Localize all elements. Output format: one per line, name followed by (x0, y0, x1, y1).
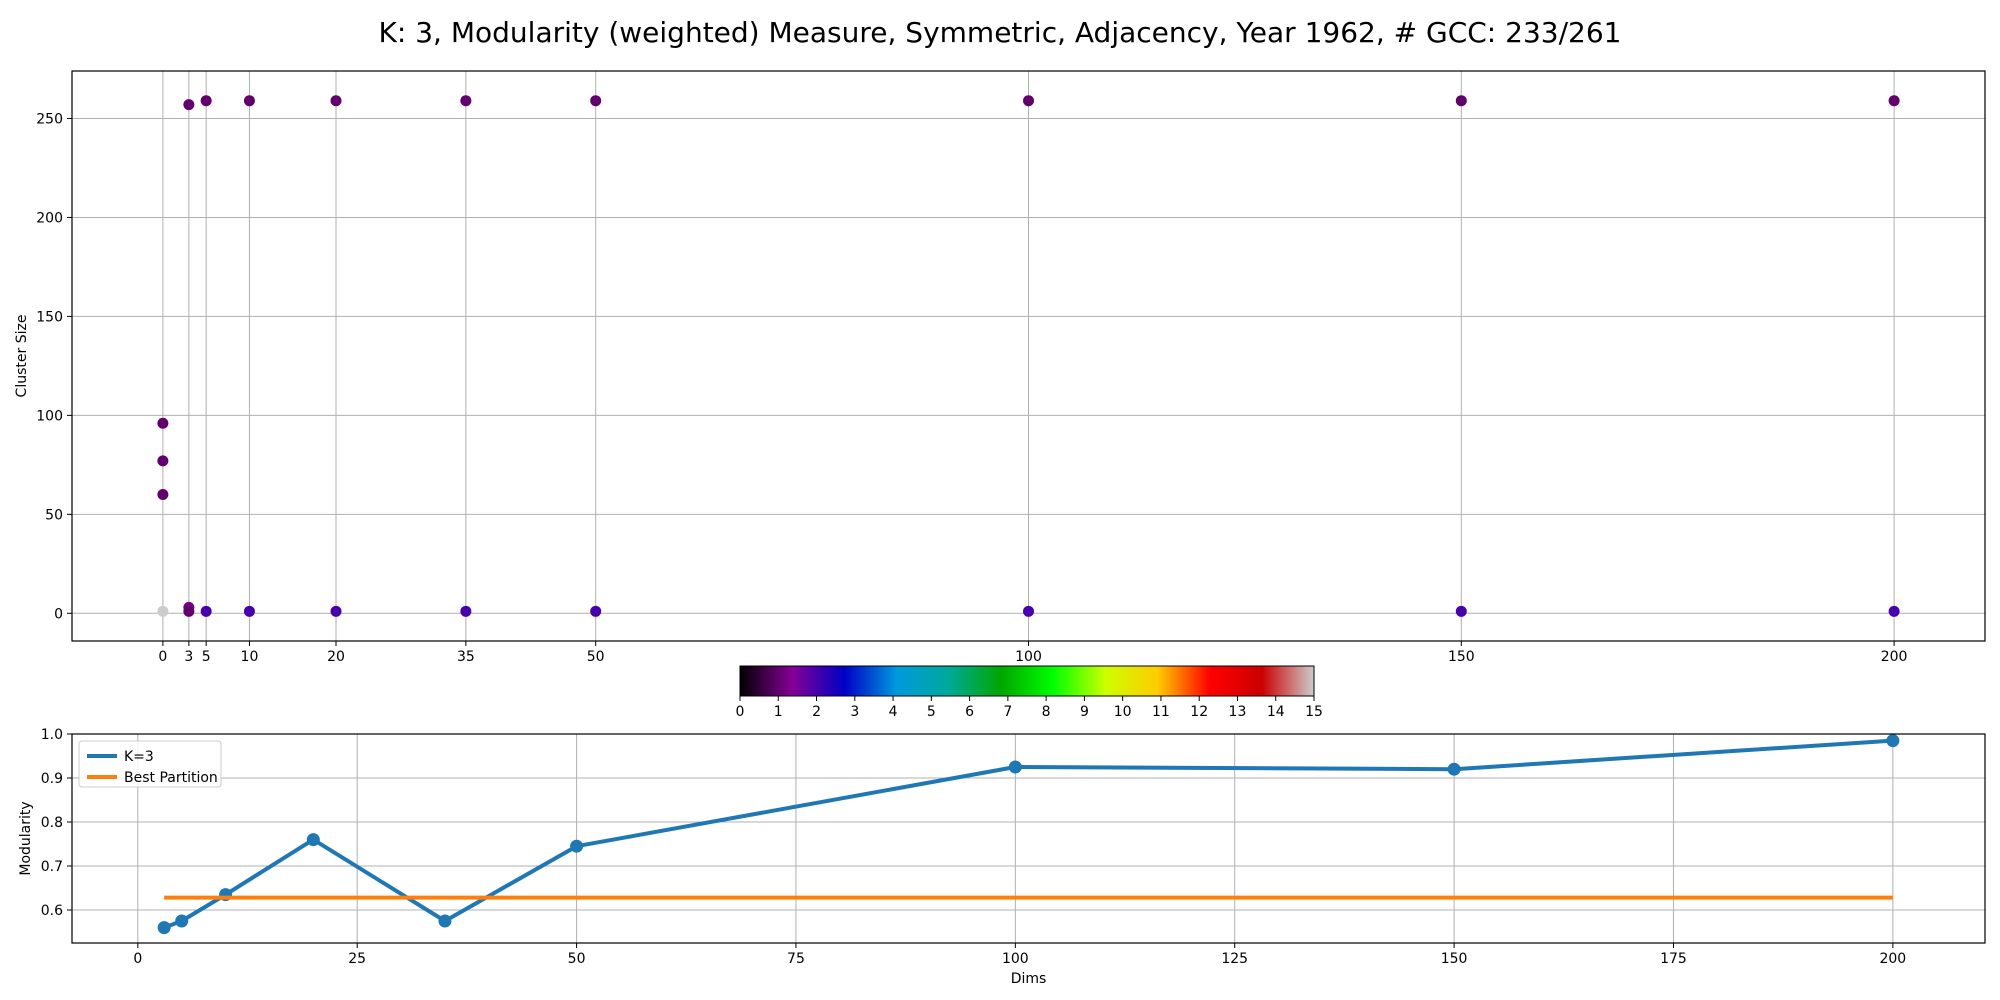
cluster-size-plot: 0 3 5 10 20 35 50 100 150 200 0 50 100 150 200 250 Clus… (14, 70, 1986, 666)
scatter-point (243, 95, 255, 107)
x-tick-label: 5 (202, 649, 211, 665)
x-tick-label: 35 (457, 649, 475, 665)
colorbar-tick-label: 1 (774, 704, 783, 720)
y-tick-label: 250 (36, 112, 63, 128)
y-tick-label: 100 (36, 408, 63, 424)
colorbar-gradient (739, 665, 1315, 697)
scatter-point (1888, 605, 1900, 617)
scatter-point (200, 605, 212, 617)
colorbar-tick-label: 8 (1042, 704, 1051, 720)
scatter-point (183, 99, 195, 111)
scatter-point (1023, 605, 1034, 617)
scatter-point (590, 605, 602, 617)
scatter-point (157, 605, 169, 617)
scatter-point (330, 95, 342, 107)
colorbar: 0 1 2 3 4 5 6 7 8 9 10 11 12 13 14 15 (736, 665, 1323, 720)
cluster-size-ticks: 0 3 5 10 20 35 50 100 150 200 0 50 100 150 200 250 (36, 112, 1907, 666)
y-tick-label: 0.8 (41, 815, 63, 831)
scatter-point (157, 417, 169, 429)
modularity-plot: 0 25 50 75 100 125 150 175 200 0.6 0.7 0.8 0.9 1.0 Di… (18, 727, 1986, 987)
colorbar-tick-label: 4 (889, 704, 898, 720)
modularity-y-label: Modularity (18, 801, 34, 875)
x-tick-label: 0 (158, 649, 167, 665)
scatter-point (330, 605, 342, 617)
cluster-size-points (157, 95, 1900, 617)
series-marker (306, 833, 320, 847)
legend-label: K=3 (124, 749, 154, 765)
x-tick-label: 175 (1660, 951, 1687, 967)
scatter-point (243, 605, 255, 617)
scatter-point (1455, 605, 1467, 617)
x-tick-label: 50 (568, 951, 586, 967)
colorbar-tick-label: 6 (965, 704, 974, 720)
x-tick-label: 25 (348, 951, 366, 967)
x-tick-label: 0 (133, 951, 142, 967)
colorbar-tick-label: 11 (1152, 704, 1170, 720)
y-tick-label: 0.7 (41, 859, 63, 875)
x-tick-label: 150 (1441, 951, 1468, 967)
colorbar-tick-label: 15 (1305, 704, 1323, 720)
colorbar-ticks: 0 1 2 3 4 5 6 7 8 9 10 11 12 13 14 15 (736, 696, 1323, 720)
scatter-point (1023, 95, 1034, 107)
colorbar-tick-label: 13 (1229, 704, 1247, 720)
y-tick-label: 0 (54, 606, 63, 622)
colorbar-tick-label: 12 (1190, 704, 1208, 720)
colorbar-tick-label: 14 (1267, 704, 1285, 720)
modularity-ticks: 0 25 50 75 100 125 150 175 200 0.6 0.7 0.8 0.9 1.0 (41, 727, 1906, 967)
scatter-point (157, 455, 169, 467)
scatter-point (590, 95, 602, 107)
series-marker (157, 921, 171, 935)
modularity-axes-frame (71, 733, 1986, 944)
colorbar-tick-label: 9 (1080, 704, 1089, 720)
scatter-point (460, 605, 472, 617)
scatter-point (183, 605, 195, 617)
x-tick-label: 10 (241, 649, 259, 665)
figure-title: K: 3, Modularity (weighted) Measure, Sym… (379, 16, 1622, 49)
modularity-series (157, 734, 1900, 935)
modularity-x-label: Dims (1011, 971, 1047, 987)
x-tick-label: 75 (787, 951, 805, 967)
x-tick-label: 3 (184, 649, 193, 665)
x-tick-label: 100 (1002, 951, 1029, 967)
x-tick-label: 200 (1879, 951, 1906, 967)
y-tick-label: 200 (36, 210, 63, 226)
series-marker (1008, 760, 1022, 774)
colorbar-tick-label: 2 (812, 704, 821, 720)
x-tick-label: 150 (1448, 649, 1475, 665)
y-tick-label: 50 (45, 507, 63, 523)
scatter-point (1455, 95, 1467, 107)
scatter-point (200, 95, 212, 107)
series-marker (570, 839, 584, 853)
scatter-point (157, 489, 169, 501)
cluster-size-gridlines (72, 71, 1985, 641)
x-tick-label: 100 (1015, 649, 1042, 665)
colorbar-tick-label: 3 (850, 704, 859, 720)
y-tick-label: 1.0 (41, 727, 63, 743)
x-tick-label: 200 (1881, 649, 1908, 665)
scatter-point (1888, 95, 1900, 107)
scatter-point (460, 95, 472, 107)
colorbar-tick-label: 0 (736, 704, 745, 720)
colorbar-tick-label: 7 (1003, 704, 1012, 720)
y-tick-label: 0.9 (41, 771, 63, 787)
y-tick-label: 0.6 (41, 903, 63, 919)
series-marker (1447, 762, 1461, 776)
legend-label: Best Partition (124, 770, 218, 786)
series-marker (438, 914, 452, 928)
x-tick-label: 20 (327, 649, 345, 665)
cluster-size-y-label: Cluster Size (14, 315, 30, 398)
series-marker (175, 914, 189, 928)
modularity-legend: K=3 Best Partition (78, 740, 222, 788)
colorbar-tick-label: 10 (1114, 704, 1132, 720)
x-tick-label: 125 (1221, 951, 1248, 967)
x-tick-label: 50 (587, 649, 605, 665)
series-marker (1886, 734, 1900, 748)
y-tick-label: 150 (36, 309, 63, 325)
colorbar-tick-label: 5 (927, 704, 936, 720)
